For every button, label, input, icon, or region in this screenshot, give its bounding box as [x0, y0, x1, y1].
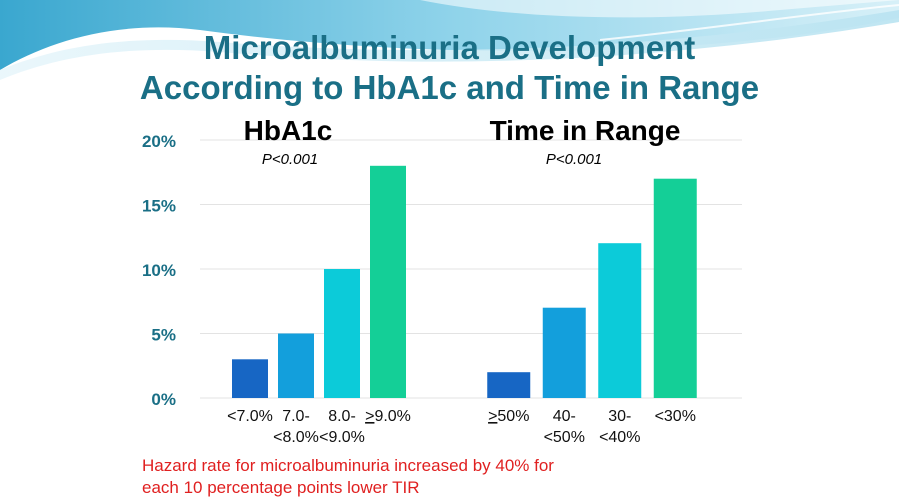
hazard-rate-footnote: Hazard rate for microalbuminuria increas… [142, 455, 662, 499]
x-tick-label: 40- [553, 408, 576, 425]
chart-title: HbA1c [244, 115, 333, 146]
y-tick-label: 15% [142, 197, 176, 216]
header-swoosh-decoration [0, 0, 899, 80]
y-tick-label: 10% [142, 261, 176, 280]
x-tick-label: <30% [655, 408, 696, 425]
x-tick-label: <9.0% [319, 429, 365, 446]
slide-title: Microalbuminuria Development According t… [0, 28, 899, 108]
y-tick-label: 5% [151, 326, 176, 345]
x-tick-label: 8.0- [328, 408, 356, 425]
x-tick-label: <40% [599, 429, 640, 446]
y-tick-label: 0% [151, 390, 176, 409]
bar [598, 243, 642, 398]
chart-title: Time in Range [490, 115, 681, 146]
x-tick-label: >9.0% [365, 408, 411, 425]
chart-p-value: P<0.001 [262, 151, 318, 168]
y-tick-label: 20% [142, 132, 176, 151]
x-tick-label: <8.0% [273, 429, 319, 446]
bar [370, 165, 406, 398]
bar [653, 178, 697, 398]
bar [542, 307, 586, 398]
bar [232, 359, 268, 398]
slide-title-line-1: Microalbuminuria Development [203, 29, 696, 66]
x-tick-label: <7.0% [227, 408, 273, 425]
bar [324, 269, 360, 398]
footnote-line-1: Hazard rate for microalbuminuria increas… [142, 456, 554, 475]
footnote-line-2: each 10 percentage points lower TIR [142, 478, 420, 497]
x-tick-label: <50% [544, 429, 585, 446]
slide-title-line-2: According to HbA1c and Time in Range [139, 69, 760, 106]
chart-p-value: P<0.001 [546, 151, 602, 168]
x-tick-label: 30- [608, 408, 631, 425]
x-tick-label: >50% [488, 408, 529, 425]
bar [278, 333, 314, 398]
bar [487, 372, 531, 398]
x-tick-label: 7.0- [282, 408, 310, 425]
